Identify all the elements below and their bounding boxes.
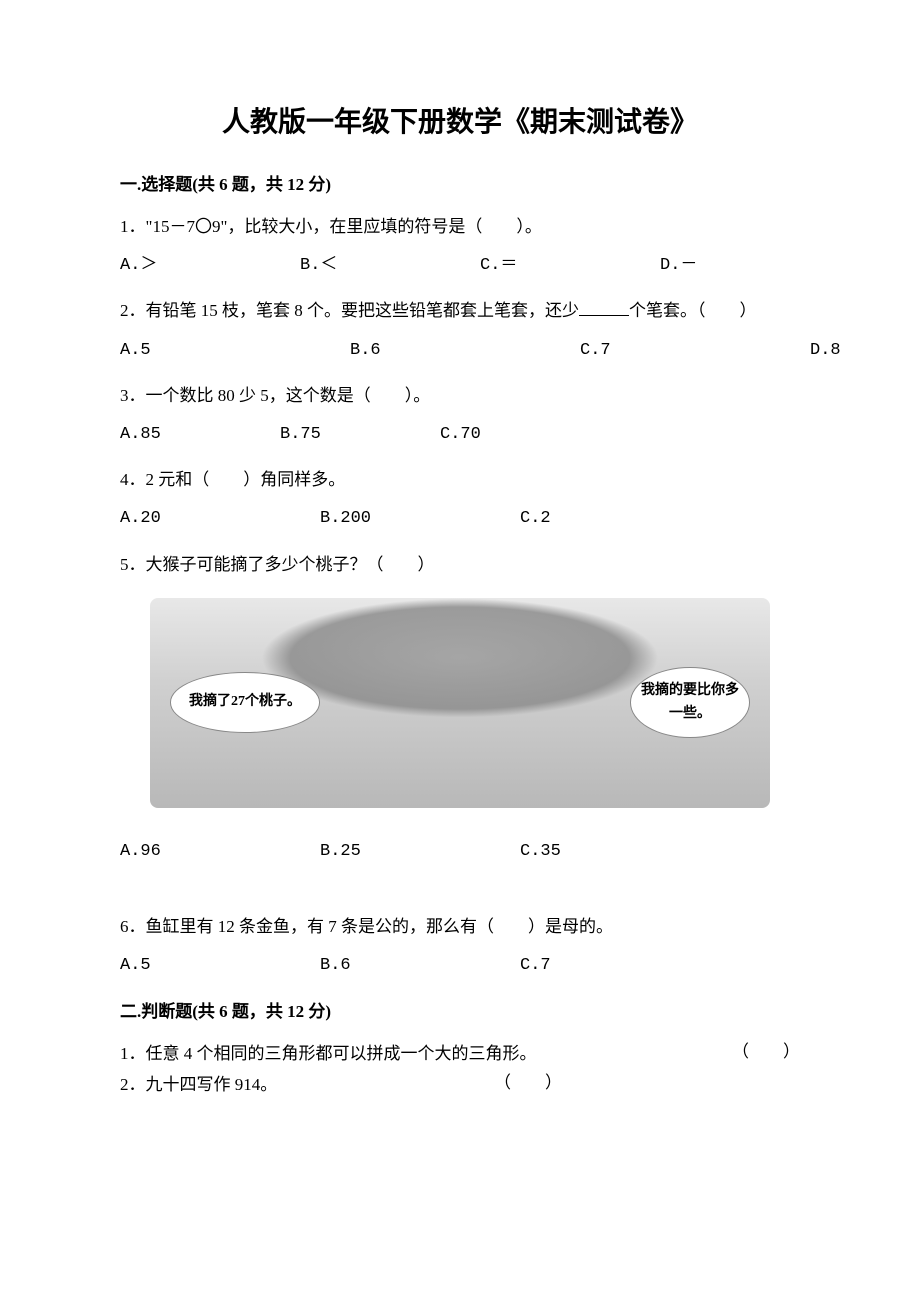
q2-option-b: B.6 xyxy=(350,337,580,364)
question-3: 3．一个数比 80 少 5，这个数是（ ）。 A.85 B.75 C.70 xyxy=(120,382,800,448)
q1-option-d: D.－ xyxy=(660,252,840,279)
q1-option-b: B.＜ xyxy=(300,252,480,279)
question-2: 2．有铅笔 15 枝，笔套 8 个。要把这些铅笔都套上笔套，还少个笔套。（ ） … xyxy=(120,297,800,363)
q4-option-b: B.200 xyxy=(320,505,520,532)
q2-option-c: C.7 xyxy=(580,337,810,364)
q5-option-a: A.96 xyxy=(120,838,320,865)
question-6: 6．鱼缸里有 12 条金鱼，有 7 条是公的，那么有（ ）是母的。 A.5 B.… xyxy=(120,913,800,979)
question-1: 1．"15－7〇9"，比较大小，在里应填的符号是（ ）。 A.＞ B.＜ C.＝… xyxy=(120,213,800,279)
q6-options: A.5 B.6 C.7 xyxy=(120,952,800,979)
q2-text-post: 个笔套。（ ） xyxy=(629,301,757,320)
q4-options: A.20 B.200 C.2 xyxy=(120,505,800,532)
q3-option-b: B.75 xyxy=(280,421,440,448)
q4-option-a: A.20 xyxy=(120,505,320,532)
judge-q1: 1．任意 4 个相同的三角形都可以拼成一个大的三角形。 （ ） xyxy=(120,1040,800,1067)
section2-header: 二.判断题(共 6 题，共 12 分) xyxy=(120,997,800,1022)
bubble-left: 我摘了27个桃子。 xyxy=(170,672,320,732)
tree-silhouette xyxy=(260,598,660,718)
judge-q2-paren: （ ） xyxy=(494,1071,562,1098)
q3-option-c: C.70 xyxy=(440,421,600,448)
q2-option-a: A.5 xyxy=(120,337,350,364)
q2-text: 2．有铅笔 15 枝，笔套 8 个。要把这些铅笔都套上笔套，还少 个笔套。（ ） xyxy=(120,297,800,324)
q4-text: 4．2 元和（ ）角同样多。 xyxy=(120,466,800,493)
q1-option-c: C.＝ xyxy=(480,252,660,279)
q5-option-b: B.25 xyxy=(320,838,520,865)
q5-options: A.96 B.25 C.35 xyxy=(120,838,800,865)
q1-text: 1．"15－7〇9"，比较大小，在里应填的符号是（ ）。 xyxy=(120,213,800,240)
q6-option-a: A.5 xyxy=(120,952,320,979)
question-5: 5．大猴子可能摘了多少个桃子？（ ） 我摘了27个桃子。 我摘的要比你多一些。 … xyxy=(120,551,800,865)
q5-text: 5．大猴子可能摘了多少个桃子？（ ） xyxy=(120,551,800,578)
judge-q1-text: 1．任意 4 个相同的三角形都可以拼成一个大的三角形。 xyxy=(120,1040,537,1067)
q3-text: 3．一个数比 80 少 5，这个数是（ ）。 xyxy=(120,382,800,409)
q4-option-c: C.2 xyxy=(520,505,720,532)
q2-text-pre: 2．有铅笔 15 枝，笔套 8 个。要把这些铅笔都套上笔套，还少 xyxy=(120,301,579,320)
q6-text: 6．鱼缸里有 12 条金鱼，有 7 条是公的，那么有（ ）是母的。 xyxy=(120,913,800,940)
exam-title: 人教版一年级下册数学《期末测试卷》 xyxy=(120,100,800,140)
q2-option-d: D.8 xyxy=(810,337,920,364)
blank-line xyxy=(579,315,629,316)
q3-options: A.85 B.75 C.70 xyxy=(120,421,800,448)
q6-option-b: B.6 xyxy=(320,952,520,979)
bubble-right: 我摘的要比你多一些。 xyxy=(630,667,750,738)
monkey-peach-illustration: 我摘了27个桃子。 我摘的要比你多一些。 xyxy=(150,598,770,808)
question-4: 4．2 元和（ ）角同样多。 A.20 B.200 C.2 xyxy=(120,466,800,532)
section1-header: 一.选择题(共 6 题，共 12 分) xyxy=(120,170,800,195)
q5-option-c: C.35 xyxy=(520,838,720,865)
q3-option-a: A.85 xyxy=(120,421,280,448)
judge-q2: 2．九十四写作 914。 （ ） xyxy=(120,1071,562,1098)
judge-q1-paren: （ ） xyxy=(732,1040,800,1067)
q6-option-c: C.7 xyxy=(520,952,720,979)
q1-option-a: A.＞ xyxy=(120,252,300,279)
q2-options: A.5 B.6 C.7 D.8 xyxy=(120,337,800,364)
q1-options: A.＞ B.＜ C.＝ D.－ xyxy=(120,252,800,279)
judge-q2-text: 2．九十四写作 914。 xyxy=(120,1071,277,1098)
